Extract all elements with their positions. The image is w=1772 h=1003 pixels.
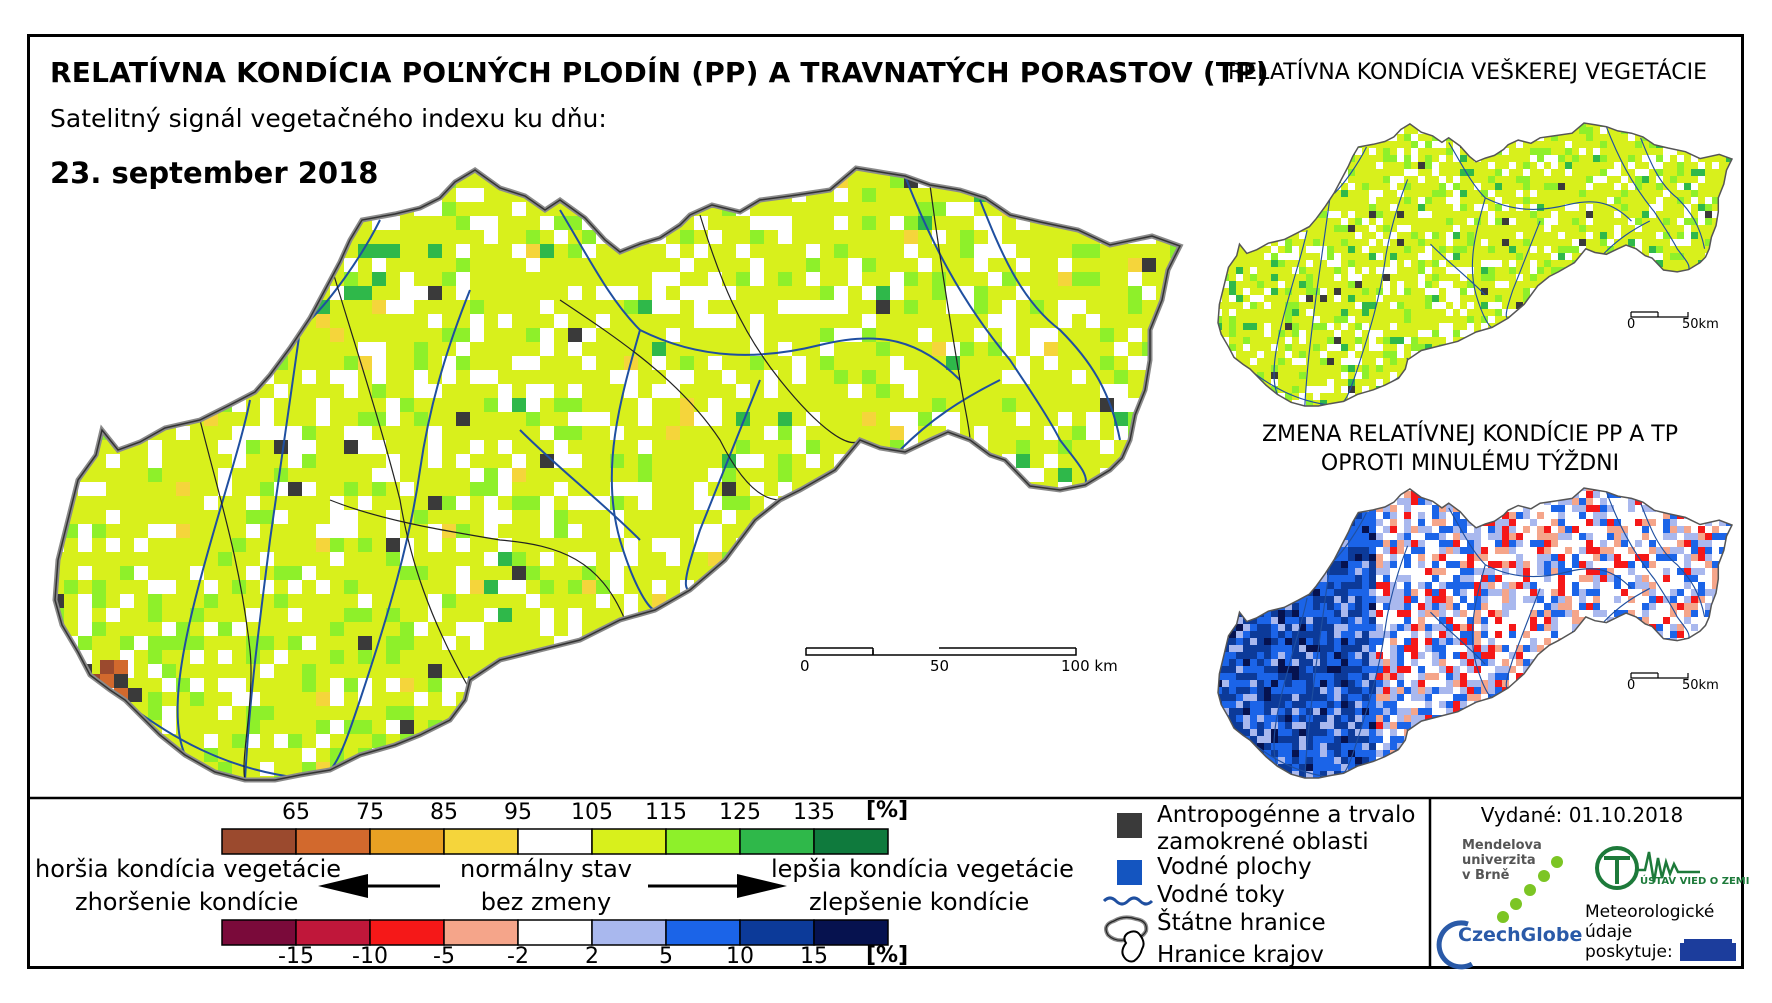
main-map-rivers (109, 175, 1121, 780)
change-swatch (665, 919, 741, 946)
shmu-logo (1680, 939, 1736, 961)
scale-tick: 75 (356, 800, 384, 825)
legend-rivers: Vodné toky (1157, 882, 1285, 908)
main-scale-bar (805, 647, 1077, 656)
change-swatch (369, 919, 445, 946)
scale-tick: 85 (430, 800, 458, 825)
condition-swatch (443, 828, 519, 855)
change-swatch (591, 919, 667, 946)
main-map-raster (55, 168, 1180, 780)
mendel-logo-text: Mendelova univerzita v Brně (1462, 838, 1542, 883)
change-map (1217, 487, 1734, 779)
page-subtitle: Satelitný signál vegetačného indexu ku d… (50, 104, 607, 133)
change-swatch (443, 919, 519, 946)
scale-tick: 5 (659, 944, 673, 969)
vegetation-map-title: RELATÍVNA KONDÍCIA VEŠKEREJ VEGETÁCIE (1228, 60, 1708, 85)
bottom-scale-label-50: 50km (1682, 678, 1719, 693)
small-scale-bar-bottom (1630, 672, 1689, 679)
scale-tick: 135 (793, 800, 835, 825)
condition-swatch (665, 828, 741, 855)
condition-swatch (739, 828, 815, 855)
page-title: RELATÍVNA KONDÍCIA POĽNÝCH PLODÍN (PP) A… (50, 56, 1269, 89)
improved-label: zlepšenie kondície (809, 888, 1030, 916)
worse-condition-label: horšia kondícia vegetácie (35, 855, 342, 883)
change-swatch (739, 919, 815, 946)
region-border-symbol (1121, 930, 1145, 963)
mendel-logo (1497, 856, 1563, 923)
water-body-symbol (1117, 860, 1142, 885)
change-map-title: ZMENA RELATÍVNEJ KONDÍCIE PP A TP OPROTI… (1261, 422, 1678, 476)
vegetation-map (1217, 122, 1734, 407)
small-scale-bar-top (1630, 311, 1689, 318)
scale-tick: -15 (278, 944, 314, 969)
main-scale-label-0: 0 (800, 657, 810, 675)
scale-tick: 10 (726, 944, 754, 969)
change-swatch (517, 919, 593, 946)
normal-state-label: normálny stav (460, 855, 632, 883)
condition-color-bar (221, 828, 889, 855)
scale-tick: 105 (571, 800, 613, 825)
change-scale-unit: [%] (866, 943, 909, 968)
main-scale-label-50: 50 (930, 657, 950, 675)
change-color-bar (221, 919, 889, 946)
legend-state-borders: Štátne hranice (1157, 910, 1326, 936)
condition-swatch (221, 828, 297, 855)
condition-swatch (813, 828, 889, 855)
scale-tick: 65 (282, 800, 310, 825)
top-scale-label-50: 50km (1682, 317, 1719, 332)
condition-swatch (369, 828, 445, 855)
worsened-label: zhoršenie kondície (75, 888, 299, 916)
worse-arrow (318, 874, 440, 898)
condition-swatch (591, 828, 667, 855)
scale-tick: 125 (719, 800, 761, 825)
change-swatch (813, 919, 889, 946)
main-map (52, 165, 1184, 783)
anthropogenic-symbol (1117, 813, 1142, 838)
main-scale-label-100: 100 km (1061, 657, 1118, 675)
czechglobe-logo (1436, 920, 1474, 970)
bottom-scale-label-0: 0 (1627, 678, 1636, 693)
river-symbol (1102, 896, 1154, 906)
scale-tick: -5 (433, 944, 455, 969)
czechglobe-logo-text: CzechGlobe (1458, 924, 1583, 946)
legend-anthropogenic: Antropogénne a trvalo zamokrené oblasti (1157, 802, 1416, 855)
scale-tick: -2 (507, 944, 529, 969)
legend-region-borders: Hranice krajov (1157, 942, 1324, 968)
no-change-label: bez zmeny (480, 888, 612, 916)
top-scale-label-0: 0 (1627, 317, 1636, 332)
scale-tick: 115 (645, 800, 687, 825)
scale-tick: 2 (585, 944, 599, 969)
condition-swatch (295, 828, 371, 855)
change-swatch (295, 919, 371, 946)
scale-tick: 15 (800, 944, 828, 969)
main-map-region-borders (199, 184, 971, 780)
uvoz-logo (1595, 846, 1700, 890)
better-condition-label: lepšia kondícia vegetácie (771, 855, 1074, 883)
meteo-data-provider-text: Meteorologické údaje poskytuje: (1585, 902, 1715, 962)
condition-scale-unit: [%] (866, 798, 909, 823)
report-date: 23. september 2018 (50, 156, 379, 190)
issued-date: Vydané: 01.10.2018 (1480, 803, 1684, 827)
scale-tick: 95 (504, 800, 532, 825)
legend-water-bodies: Vodné plochy (1157, 854, 1312, 880)
change-swatch (221, 919, 297, 946)
condition-swatch (517, 828, 593, 855)
better-arrow (648, 874, 787, 898)
scale-tick: -10 (352, 944, 388, 969)
uvoz-logo-text: ÚSTAV VIED O ZEMI (1640, 876, 1750, 887)
